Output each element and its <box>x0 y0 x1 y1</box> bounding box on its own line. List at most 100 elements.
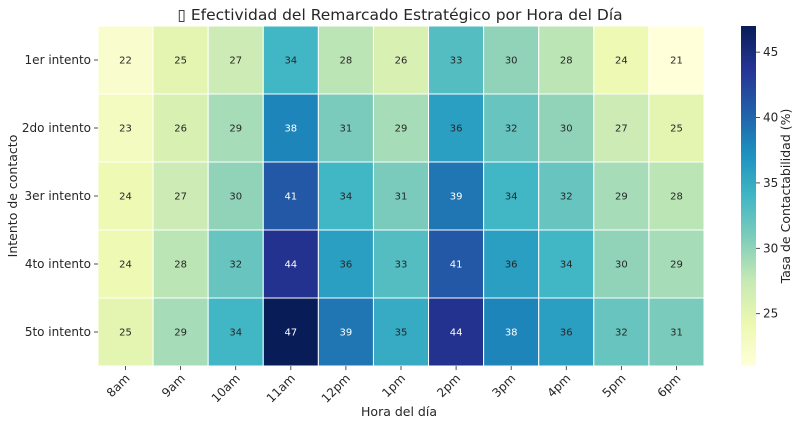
colorbar-tick-label: 45 <box>763 45 778 59</box>
cell-value-label: 34 <box>284 56 297 67</box>
heatmap-cell <box>152 297 209 367</box>
x-tick-label: 1pm <box>379 371 408 400</box>
cell-value-label: 30 <box>229 192 242 203</box>
cell-value-label: 30 <box>560 124 573 135</box>
cell-value-label: 27 <box>174 192 187 203</box>
heatmap-cell <box>317 93 374 163</box>
cell-value-label: 41 <box>450 260 463 271</box>
cell-value-label: 26 <box>174 124 187 135</box>
heatmap-cell <box>372 93 430 163</box>
heatmap-cell <box>648 297 705 367</box>
cell-value-label: 33 <box>450 56 463 67</box>
heatmap-cell <box>538 229 595 299</box>
x-tick-label: 8am <box>104 371 133 400</box>
cell-value-label: 22 <box>119 56 132 67</box>
y-tick-label: 5to intento <box>25 325 91 339</box>
x-tick-labels: 8am 9am 10am 11am 12pm 1pm 2pm 3pm 4pm 5pm 6pm <box>104 366 684 406</box>
heatmap-cell <box>262 229 319 299</box>
cell-value-label: 23 <box>119 124 132 135</box>
cell-value-label: 36 <box>340 260 353 271</box>
cell-value-label: 32 <box>560 192 573 203</box>
y-tick-label: 4to intento <box>25 257 91 271</box>
cell-value-label: 34 <box>340 192 353 203</box>
x-tick-label: 3pm <box>489 371 518 400</box>
colorbar-tick-label: 25 <box>763 307 778 321</box>
heatmap-cell <box>372 161 430 231</box>
x-tick-label: 5pm <box>600 371 629 400</box>
heatmap-cell <box>428 229 485 299</box>
heatmap-cell <box>372 25 430 95</box>
cell-value-label: 29 <box>229 124 242 135</box>
cell-value-label: 29 <box>670 260 683 271</box>
heatmap-cell <box>428 161 485 231</box>
heatmap-cell <box>593 25 650 95</box>
cell-value-label: 28 <box>174 260 187 271</box>
heatmap-cell <box>97 161 154 231</box>
heatmap-cell <box>152 25 209 95</box>
heatmap-cell <box>372 229 430 299</box>
cell-value-label: 24 <box>119 260 132 271</box>
heatmap-cell <box>207 161 264 231</box>
y-tick-labels: 1er intento 2do intento 3er intento 4to int… <box>22 53 98 339</box>
heatmap-cell <box>262 297 319 367</box>
cell-value-label: 36 <box>450 124 463 135</box>
cell-value-label: 39 <box>340 328 353 339</box>
cell-value-label: 28 <box>560 56 573 67</box>
heatmap-cell <box>648 229 705 299</box>
heatmap-cell <box>593 229 650 299</box>
x-axis-label: Hora del día <box>361 404 437 419</box>
heatmap-cell <box>538 161 595 231</box>
heatmap-cell <box>538 297 595 367</box>
x-tick-label: 9am <box>159 371 188 400</box>
chart-title: ▯ Efectividad del Remarcado Estratégico … <box>177 6 622 24</box>
cell-value-label: 38 <box>505 328 518 339</box>
heatmap-cell <box>207 93 264 163</box>
heatmap-cell <box>648 93 705 163</box>
cell-value-label: 31 <box>340 124 353 135</box>
cell-value-label: 41 <box>284 192 297 203</box>
heatmap-cell <box>428 297 485 367</box>
heatmap-cell <box>593 93 650 163</box>
y-tick-label: 1er intento <box>25 53 91 67</box>
cell-value-label: 21 <box>670 56 683 67</box>
cell-value-label: 35 <box>395 328 408 339</box>
colorbar <box>741 26 756 366</box>
cell-value-label: 34 <box>505 192 518 203</box>
cell-value-label: 24 <box>615 56 628 67</box>
heatmap-cell <box>317 161 374 231</box>
cell-value-label: 47 <box>284 328 297 339</box>
colorbar-label: Tasa de Contactabilidad (%) <box>778 109 793 285</box>
cell-value-label: 32 <box>505 124 518 135</box>
y-tick-label: 2do intento <box>22 121 91 135</box>
cell-value-label: 29 <box>615 192 628 203</box>
cell-value-label: 33 <box>395 260 408 271</box>
heatmap-cell <box>372 297 430 367</box>
heatmap-cell <box>207 25 264 95</box>
cell-value-label: 25 <box>119 328 132 339</box>
cell-value-label: 36 <box>560 328 573 339</box>
cell-value-label: 30 <box>505 56 518 67</box>
heatmap-cell <box>97 297 154 367</box>
cell-value-label: 24 <box>119 192 132 203</box>
cell-value-label: 26 <box>395 56 408 67</box>
heatmap-cell <box>538 93 595 163</box>
cell-value-label: 31 <box>670 328 683 339</box>
heatmap-cell <box>428 93 485 163</box>
cell-value-label: 28 <box>670 192 683 203</box>
cell-value-label: 25 <box>670 124 683 135</box>
cell-value-label: 44 <box>450 328 463 339</box>
cell-value-label: 36 <box>505 260 518 271</box>
heatmap-cell <box>97 93 154 163</box>
cell-value-label: 44 <box>284 260 297 271</box>
colorbar-tick-label: 35 <box>763 176 778 190</box>
cell-value-label: 32 <box>229 260 242 271</box>
heatmap-cells: 22 25 27 34 28 26 33 30 28 24 21 23 26 29 38 31 29 36 32 30… <box>97 25 705 367</box>
x-tick-label: 11am <box>264 371 298 405</box>
x-tick-label: 6pm <box>655 371 684 400</box>
heatmap-cell <box>207 297 264 367</box>
heatmap-cell <box>483 93 540 163</box>
colorbar-tick-label: 40 <box>763 111 778 125</box>
cell-value-label: 27 <box>229 56 242 67</box>
cell-value-label: 32 <box>615 328 628 339</box>
